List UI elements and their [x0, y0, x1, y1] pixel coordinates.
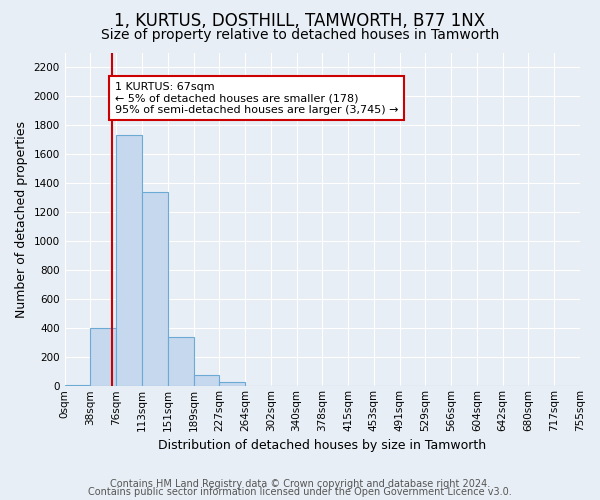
- Text: Size of property relative to detached houses in Tamworth: Size of property relative to detached ho…: [101, 28, 499, 42]
- Bar: [65, 385, 91, 386]
- Bar: [116, 135, 142, 386]
- Bar: [219, 382, 245, 386]
- Text: 1 KURTUS: 67sqm
← 5% of detached houses are smaller (178)
95% of semi-detached h: 1 KURTUS: 67sqm ← 5% of detached houses …: [115, 82, 398, 114]
- Text: Contains public sector information licensed under the Open Government Licence v3: Contains public sector information licen…: [88, 487, 512, 497]
- Bar: [193, 376, 219, 386]
- Bar: [142, 192, 168, 386]
- Bar: [168, 337, 193, 386]
- X-axis label: Distribution of detached houses by size in Tamworth: Distribution of detached houses by size …: [158, 440, 487, 452]
- Text: 1, KURTUS, DOSTHILL, TAMWORTH, B77 1NX: 1, KURTUS, DOSTHILL, TAMWORTH, B77 1NX: [115, 12, 485, 30]
- Y-axis label: Number of detached properties: Number of detached properties: [15, 121, 28, 318]
- Text: Contains HM Land Registry data © Crown copyright and database right 2024.: Contains HM Land Registry data © Crown c…: [110, 479, 490, 489]
- Bar: [91, 328, 116, 386]
